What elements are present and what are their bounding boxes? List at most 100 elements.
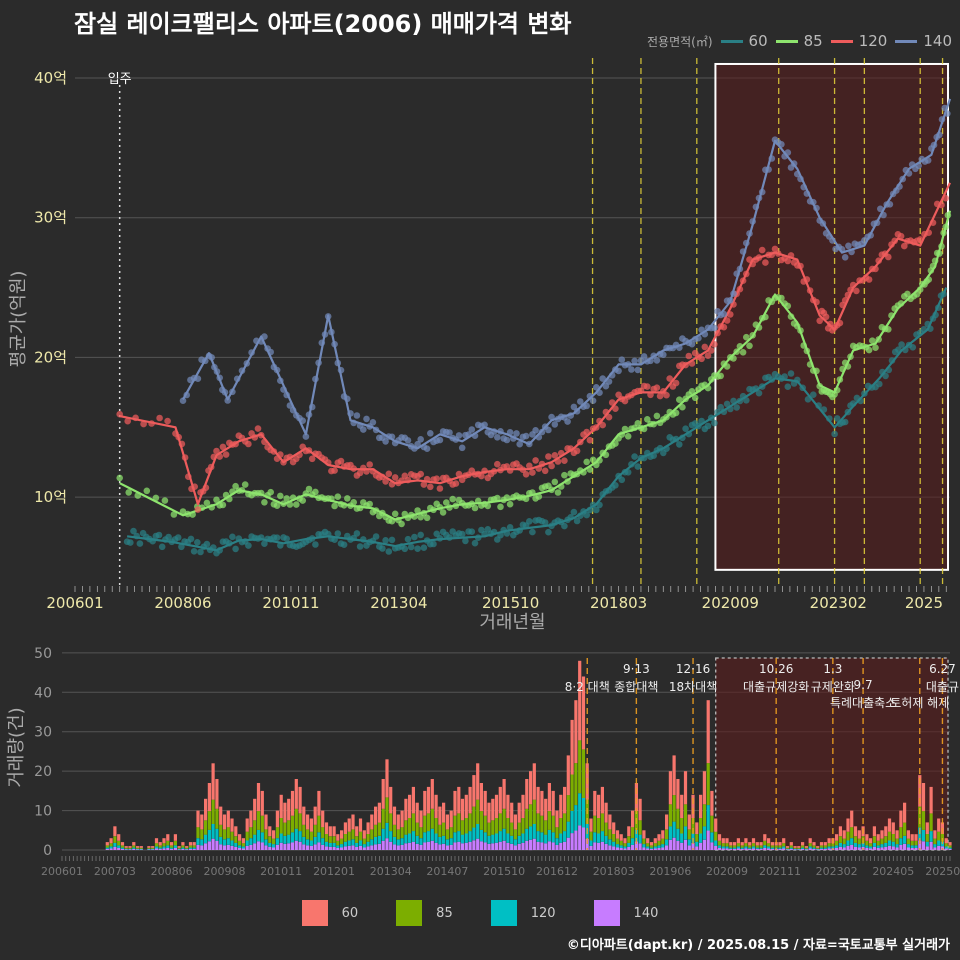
volume-bar-85 [362, 838, 366, 845]
volume-bar-120 [468, 831, 472, 842]
price-scatter-point-85 [439, 509, 447, 516]
volume-bar-85 [294, 808, 298, 829]
volume-bar-60 [782, 838, 786, 844]
volume-bar-140 [699, 842, 703, 850]
price-y-tick-label: 40억 [34, 69, 67, 87]
volume-bar-120 [544, 834, 548, 844]
price-scatter-point-85 [219, 501, 227, 509]
price-scatter-point-85 [391, 510, 399, 518]
volume-bar-140 [442, 843, 446, 850]
volume-bar-85 [147, 847, 151, 849]
volume-bar-60 [453, 790, 457, 816]
volume-bar-85 [559, 818, 563, 834]
volume-bar-85 [921, 811, 926, 830]
volume-bar-85 [173, 840, 177, 846]
volume-bar-140 [328, 846, 332, 850]
price-scatter-point-60 [165, 533, 172, 541]
volume-bar-60 [627, 826, 631, 837]
volume-bar-60 [494, 794, 499, 818]
volume-bar-60 [869, 838, 873, 844]
volume-x-tick-label: 201510 [483, 865, 525, 878]
price-x-tick-label: 2025 [905, 594, 943, 612]
price-legend-label: 60 [748, 32, 768, 50]
volume-bar-85 [498, 813, 502, 832]
volume-bar-120 [151, 848, 155, 850]
volume-bar-140 [865, 848, 869, 850]
volume-bar-120 [782, 846, 786, 849]
volume-bar-120 [147, 848, 151, 850]
price-scatter-point-140 [224, 397, 231, 404]
volume-bar-85 [589, 831, 593, 841]
volume-bar-120 [634, 829, 638, 842]
volume-bar-60 [631, 810, 635, 828]
price-scatter-point-60 [334, 530, 342, 537]
price-scatter-point-60 [229, 533, 236, 541]
volume-bar-140 [234, 846, 238, 850]
volume-bar-120 [589, 840, 593, 846]
volume-bar-120 [823, 847, 827, 849]
volume-bar-120 [234, 842, 238, 847]
volume-bar-120 [132, 847, 136, 849]
volume-bar-120 [332, 842, 336, 847]
price-scatter-point-60 [541, 519, 549, 526]
volume-bar-120 [770, 847, 774, 849]
price-scatter-point-120 [494, 460, 501, 468]
volume-bar-85 [347, 831, 351, 841]
volume-bar-140 [457, 841, 461, 850]
price-scatter-point-60 [158, 543, 166, 551]
price-scatter-point-120 [551, 452, 559, 459]
volume-bar-120 [827, 846, 831, 849]
volume-bar-140 [529, 839, 533, 851]
volume-bar-120 [158, 847, 162, 849]
volume-bar-140 [808, 848, 812, 850]
price-legend-swatch [895, 39, 918, 43]
volume-bar-120 [268, 842, 272, 847]
volume-bar-85 [918, 806, 922, 828]
volume-bar-60 [449, 810, 453, 828]
volume-bar-140 [358, 845, 363, 850]
volume-bar-140 [706, 830, 710, 850]
volume-bar-120 [328, 842, 332, 847]
price-scatter-point-60 [717, 403, 724, 411]
volume-bar-140 [695, 846, 699, 850]
volume-bar-120 [657, 845, 661, 848]
price-scatter-point-140 [634, 366, 642, 374]
volume-bar-60 [785, 846, 790, 848]
volume-bar-140 [290, 842, 295, 850]
volume-bar-140 [298, 841, 302, 850]
volume-bar-120 [623, 846, 627, 849]
volume-bar-140 [521, 842, 525, 850]
volume-bar-120 [230, 840, 234, 846]
volume-bar-85 [442, 822, 446, 836]
price-scatter-point-60 [356, 543, 364, 550]
volume-bar-140 [124, 849, 128, 850]
volume-bar-85 [884, 836, 888, 843]
volume-legend-item: 60 [301, 900, 358, 926]
volume-bar-120 [426, 831, 431, 842]
volume-bar-85 [253, 820, 257, 835]
volume-bar-60 [324, 822, 329, 834]
volume-bar-120 [287, 834, 291, 844]
volume-bar-60 [903, 802, 907, 823]
volume-bar-120 [181, 847, 185, 849]
volume-bar-140 [181, 849, 185, 850]
price-scatter-point-120 [140, 420, 147, 428]
volume-bar-140 [309, 845, 313, 850]
volume-bar-140 [785, 849, 790, 850]
volume-bar-85 [846, 831, 850, 841]
volume-bar-85 [649, 845, 654, 848]
volume-bar-120 [812, 847, 816, 849]
volume-bar-60 [260, 790, 264, 816]
policy-event-label: 18차대책 [669, 679, 717, 694]
volume-bar-120 [532, 824, 536, 839]
volume-bar-85 [529, 804, 533, 827]
volume-bar-85 [725, 843, 729, 847]
volume-bar-140 [646, 848, 650, 850]
volume-bar-140 [755, 849, 759, 850]
policy-date-label: 12·16 [676, 662, 710, 676]
volume-bar-120 [513, 839, 517, 846]
volume-bar-120 [733, 847, 737, 849]
volume-bar-140 [275, 844, 279, 850]
volume-bar-140 [631, 844, 635, 850]
volume-highlight-box [715, 657, 949, 851]
